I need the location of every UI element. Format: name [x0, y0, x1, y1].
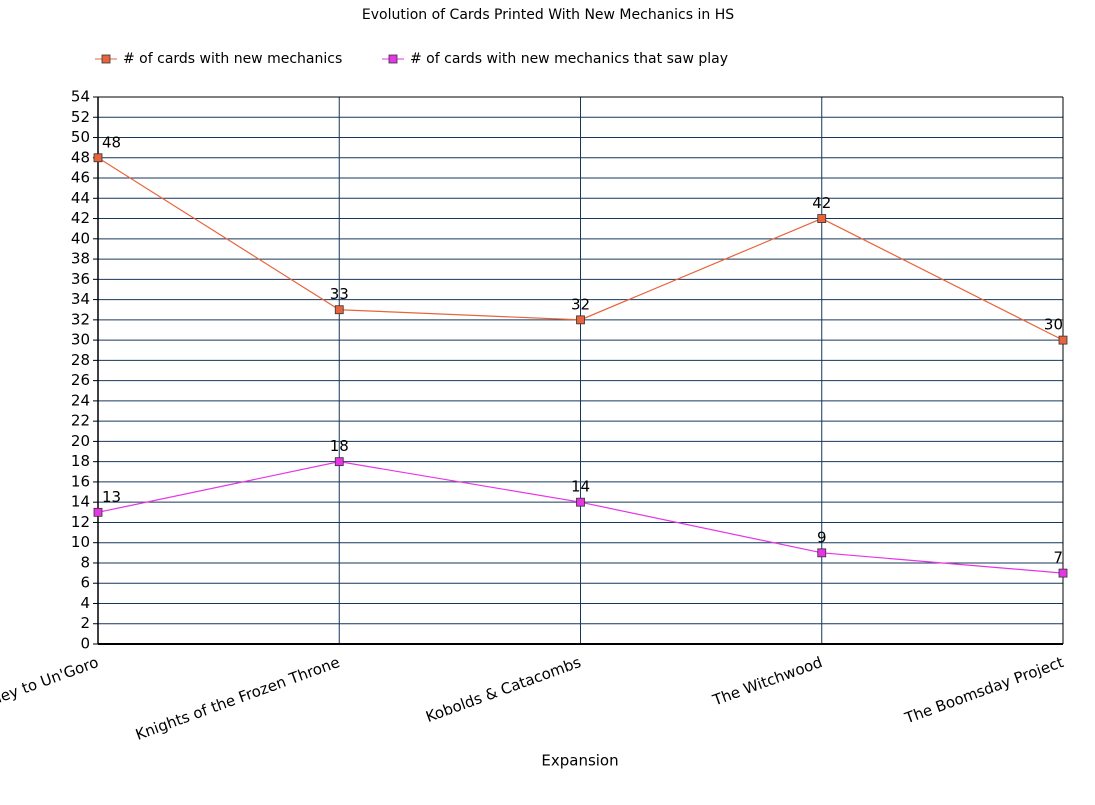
y-tick-label: 12 [71, 513, 90, 531]
y-tick-label: 48 [71, 148, 90, 166]
y-tick-label: 34 [71, 290, 90, 308]
y-tick-label: 32 [71, 310, 90, 328]
y-tick-label: 40 [71, 229, 90, 247]
data-label: 33 [330, 285, 349, 303]
y-tick-label: 6 [80, 574, 90, 592]
x-tick-label: Kobolds & Catacombs [423, 653, 583, 726]
y-tick-label: 18 [71, 452, 90, 470]
y-tick-label: 38 [71, 250, 90, 268]
y-tick-label: 50 [71, 128, 90, 146]
data-label: 30 [1044, 316, 1063, 334]
y-tick-label: 52 [71, 108, 90, 126]
x-tick-label: Journey to Un'Goro [0, 653, 101, 719]
y-tick-label: 0 [80, 635, 90, 653]
data-point [576, 315, 585, 325]
data-label: 9 [817, 528, 827, 546]
y-tick-label: 4 [80, 594, 90, 612]
legend-label: # of cards with new mechanics that saw p… [410, 51, 728, 67]
legend-label: # of cards with new mechanics [123, 51, 342, 67]
data-label: 13 [102, 488, 121, 506]
y-tick-label: 2 [80, 614, 90, 632]
chart-title: Evolution of Cards Printed With New Mech… [362, 7, 734, 23]
y-tick-label: 20 [71, 432, 90, 450]
data-point [817, 548, 827, 558]
y-tick-label: 22 [71, 412, 90, 430]
y-tick-label: 54 [71, 88, 90, 106]
data-point [334, 457, 344, 467]
y-tick-label: 46 [71, 169, 90, 187]
y-tick-label: 30 [71, 331, 90, 349]
y-tick-label: 16 [71, 472, 90, 490]
data-point [817, 214, 827, 223]
data-point [93, 507, 103, 517]
y-tick-label: 44 [71, 189, 90, 207]
data-label: 7 [1053, 549, 1063, 567]
data-point [93, 153, 103, 163]
data-point [1058, 568, 1068, 578]
data-point [1058, 335, 1068, 345]
y-tick-label: 10 [71, 533, 90, 551]
x-tick-label: The Witchwood [709, 653, 824, 710]
y-tick-label: 24 [71, 391, 90, 409]
data-label: 18 [330, 437, 349, 455]
data-label: 14 [571, 478, 590, 496]
y-tick-label: 26 [71, 371, 90, 389]
x-tick-label: The Boomsday Project [901, 653, 1066, 728]
data-label: 42 [812, 194, 831, 212]
legend-marker [388, 54, 398, 64]
y-tick-label: 42 [71, 209, 90, 227]
data-point [334, 305, 344, 315]
y-tick-label: 28 [71, 351, 90, 369]
x-axis-label: Expansion [541, 752, 618, 770]
y-tick-label: 36 [71, 270, 90, 288]
y-tick-label: 14 [71, 493, 90, 511]
x-tick-label: Knights of the Frozen Throne [133, 653, 342, 744]
y-tick-label: 8 [80, 553, 90, 571]
data-label: 32 [571, 295, 590, 313]
data-label: 48 [102, 133, 121, 151]
legend-marker [101, 54, 111, 64]
data-point [576, 497, 585, 507]
